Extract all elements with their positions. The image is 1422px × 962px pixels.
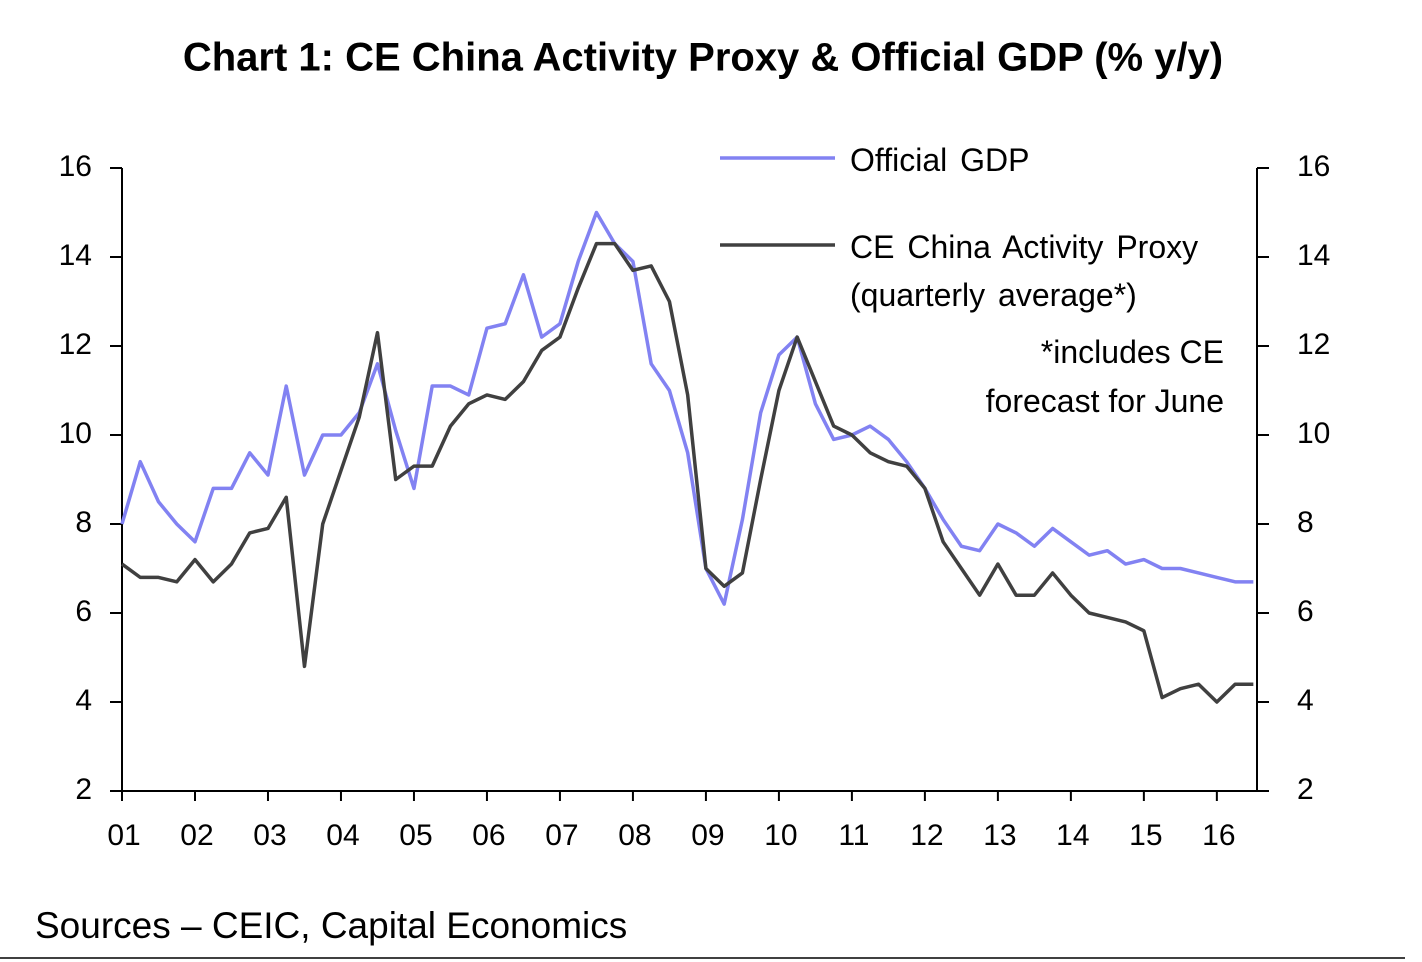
x-tick-label: 12 [910, 819, 943, 852]
y2-tick-label: 6 [1297, 595, 1314, 628]
y2-tick-label: 14 [1297, 239, 1330, 272]
x-tick-label: 03 [253, 819, 286, 852]
y2-tick-label: 2 [1297, 773, 1314, 806]
y2-tick-label: 10 [1297, 417, 1330, 450]
x-tick-label: 11 [838, 819, 869, 852]
chart-title: Chart 1: CE China Activity Proxy & Offic… [183, 36, 1223, 80]
series-line [120, 241, 1254, 704]
x-tick-label: 13 [983, 819, 1016, 852]
x-tick-label: 02 [180, 819, 213, 852]
legend-label: CE China Activity Proxy (quarterly avera… [850, 229, 1199, 313]
x-tick-label: 06 [472, 819, 505, 852]
x-tick-label: 04 [326, 819, 359, 852]
y2-tick-label: 16 [1297, 150, 1330, 183]
x-tick-label: 07 [545, 819, 578, 852]
annotation: *includes CE forecast for June [985, 334, 1224, 419]
x-tick-label: 08 [618, 819, 651, 852]
y-tick-label: 2 [75, 773, 92, 806]
legend-label: Official GDP [850, 142, 1030, 178]
y2-tick-label: 12 [1297, 328, 1330, 361]
y-tick-label: 4 [75, 684, 92, 717]
y-tick-label: 8 [75, 506, 92, 539]
source: Sources – CEIC, Capital Economics [35, 905, 628, 946]
x-tick-label: 09 [691, 819, 724, 852]
x-tick-label: 16 [1202, 819, 1235, 852]
x-tick-label: 15 [1129, 819, 1162, 852]
y-tick-label: 12 [59, 328, 92, 361]
y-tick-label: 14 [59, 239, 92, 272]
y-tick-label: 10 [59, 417, 92, 450]
y-tick-label: 6 [75, 595, 92, 628]
x-tick-label: 05 [399, 819, 432, 852]
y2-tick-label: 4 [1297, 684, 1314, 717]
x-tick-label: 01 [107, 819, 140, 852]
series-line [120, 210, 1254, 606]
x-tick-label: 10 [764, 819, 797, 852]
x-tick-label: 14 [1056, 819, 1089, 852]
y2-tick-label: 8 [1297, 506, 1314, 539]
y-tick-label: 16 [59, 150, 92, 183]
